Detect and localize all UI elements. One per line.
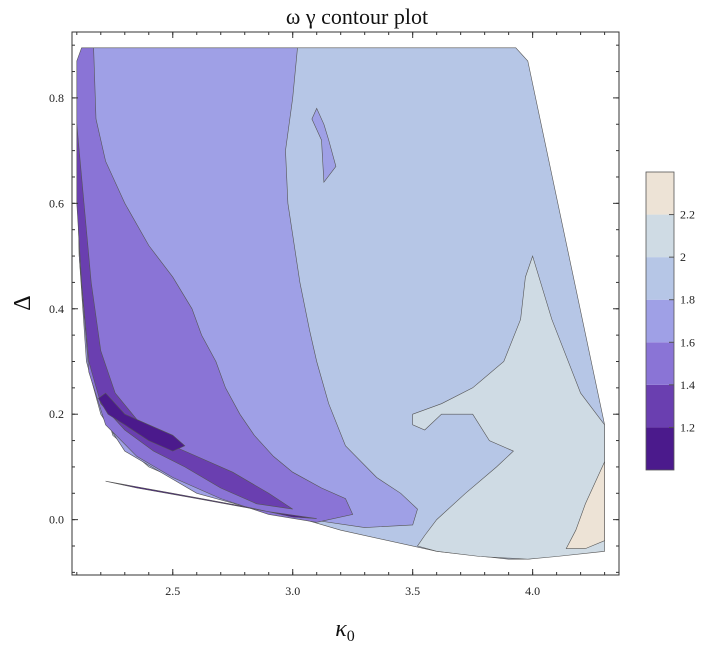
color-legend: 1.2 1.4 1.6 1.8 2 2.2	[645, 171, 695, 471]
legend-label-0: 1.2	[680, 420, 695, 434]
legend-label-4: 2	[680, 250, 686, 264]
contour-region-2.0-2.2-1	[412, 255, 605, 560]
legend-swatch-4	[646, 257, 674, 300]
legend-label-1: 1.4	[680, 378, 695, 392]
contour-region-2.2-2.4-2	[565, 461, 605, 549]
legend-swatch-2	[646, 342, 674, 385]
y-tick-label-1: 0.2	[49, 407, 64, 421]
plot-frame	[71, 31, 620, 576]
x-axis-label: κ0	[335, 616, 355, 645]
y-axis-label: Δ	[10, 295, 36, 310]
legend-label-5: 2.2	[680, 208, 695, 222]
contour-regions	[76, 47, 605, 560]
x-tick-label-3: 4.0	[525, 584, 540, 598]
y-tick-label-4: 0.8	[49, 91, 64, 105]
legend-swatch-0	[646, 427, 674, 470]
contour-region-1.0-1.2-7	[98, 392, 186, 452]
y-tick-label-3: 0.6	[49, 196, 64, 210]
x-axis-ticks: 2.5 3.0 3.5 4.0	[76, 32, 606, 598]
contour-region-1.2-1.4-6	[76, 124, 293, 510]
legend-swatch-6	[646, 172, 674, 215]
x-tick-label-0: 2.5	[165, 584, 180, 598]
y-tick-label-2: 0.4	[49, 302, 64, 316]
y-axis-ticks: 0.0 0.2 0.4 0.6 0.8	[49, 44, 619, 573]
contour-region-1.4-1.6-5	[76, 47, 354, 523]
legend-label-3: 1.8	[680, 293, 695, 307]
x-tick-label-2: 3.5	[405, 584, 420, 598]
chart-title: ω γ contour plot	[286, 4, 428, 29]
x-axis-label-main: κ	[335, 616, 347, 642]
x-tick-label-1: 3.0	[285, 584, 300, 598]
legend-frame	[645, 171, 675, 471]
y-tick-label-0: 0.0	[49, 513, 64, 527]
legend-swatch-3	[646, 299, 674, 343]
contour-region-1.6-1.8-4	[311, 107, 337, 184]
x-axis-label-sub: 0	[347, 628, 355, 645]
legend-swatch-1	[646, 384, 674, 428]
legend-swatch-5	[646, 214, 674, 258]
legend-label-2: 1.6	[680, 335, 695, 349]
contour-region-1.0-1.2-8	[105, 480, 317, 519]
